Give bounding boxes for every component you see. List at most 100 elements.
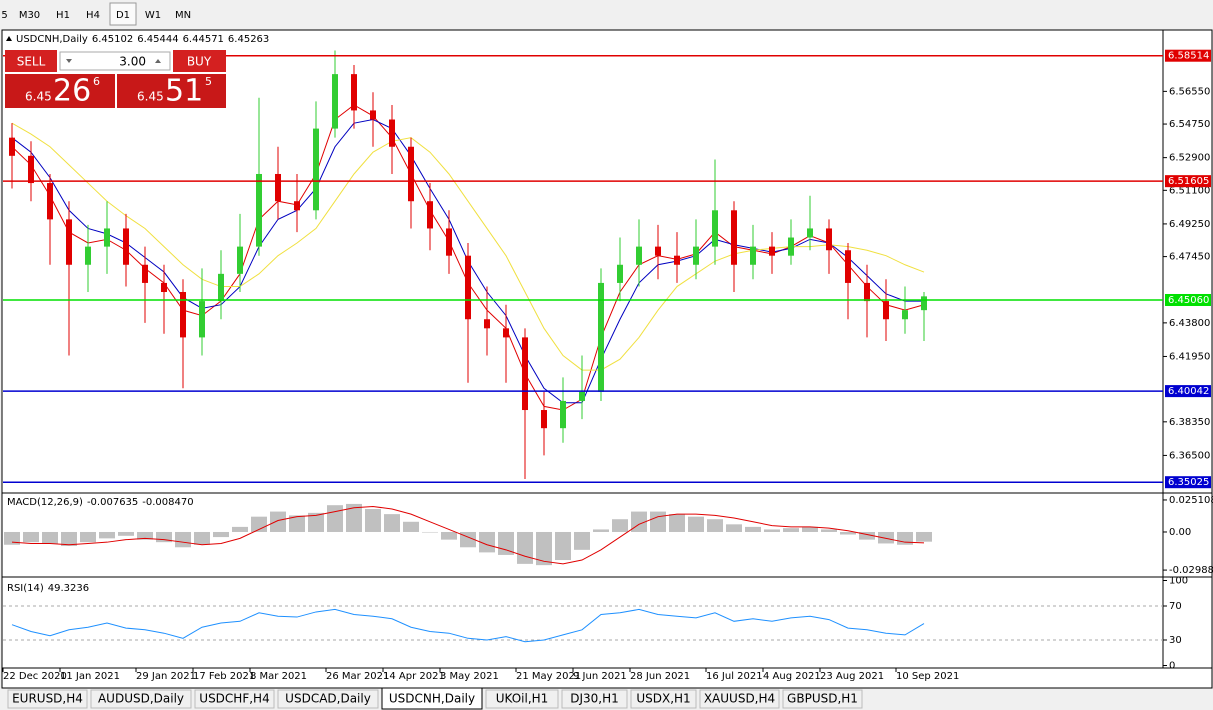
macd-bar <box>745 526 761 532</box>
candle-body <box>465 255 471 320</box>
candle-body <box>370 110 376 120</box>
symbol-tab-label: USDCNH,Daily <box>389 692 475 706</box>
candle-body <box>408 146 414 202</box>
candle-body <box>712 210 718 247</box>
macd-bar <box>574 531 590 550</box>
y-tick-label: 100 <box>1169 576 1188 587</box>
header-value: -0.007635 <box>87 497 138 508</box>
candle-body <box>769 246 775 256</box>
macd-bar <box>270 511 286 532</box>
timeframe-button[interactable] <box>13 3 46 25</box>
macd-bar <box>232 526 248 532</box>
x-tick-label: 17 Feb 2021 <box>193 671 255 682</box>
price-fraction: 5 <box>205 75 212 88</box>
y-tick-label: -0.029881 <box>1169 565 1213 576</box>
price-box <box>117 74 226 108</box>
volume-input[interactable] <box>59 51 171 71</box>
rsi-line <box>11 608 925 643</box>
candle-body <box>579 391 585 401</box>
timeframe-button[interactable] <box>109 2 137 26</box>
candle-body <box>522 337 528 411</box>
candle-body <box>47 183 53 220</box>
symbol-tab[interactable] <box>90 689 192 709</box>
price-pips: 51 <box>165 74 203 109</box>
symbol-tab-label: XAUUSD,H4 <box>704 692 775 706</box>
level-label-box <box>1165 385 1211 398</box>
symbol-tab-label: USDX,H1 <box>636 692 690 706</box>
macd-signal <box>11 505 925 565</box>
macd-bar <box>99 531 115 539</box>
symbol-tab-label: AUDUSD,Daily <box>98 692 184 706</box>
candle-body <box>484 319 490 329</box>
timeframe-label: D1 <box>116 10 130 21</box>
level-label: 6.45060 <box>1168 295 1209 306</box>
symbol-tab[interactable] <box>194 689 275 709</box>
symbol-tab[interactable] <box>7 689 88 709</box>
candle-body <box>731 210 737 265</box>
symbol-tab[interactable] <box>485 689 559 709</box>
buy-button[interactable] <box>173 50 226 72</box>
volume-value: 3.00 <box>119 55 146 69</box>
candle-body <box>66 219 72 265</box>
level-label: 6.40042 <box>1168 386 1209 397</box>
macd-bar <box>346 503 362 532</box>
symbol-tab[interactable] <box>381 687 483 710</box>
candle-body <box>123 228 129 265</box>
macd-bar <box>61 531 77 547</box>
symbol-tab-label: UKOil,H1 <box>496 692 549 706</box>
y-tick-label: 6.43800 <box>1169 318 1210 329</box>
header-value: 49.3236 <box>48 583 89 594</box>
macd-bar <box>650 511 666 532</box>
timeframe-button[interactable] <box>0 3 9 25</box>
price-big-figure: 6.45 <box>25 90 52 104</box>
sell-label: SELL <box>17 55 46 69</box>
sell-button[interactable] <box>5 50 57 72</box>
header-value: -0.008470 <box>142 497 193 508</box>
level-label-box <box>1165 476 1211 489</box>
indicator-header: RSI(14) 49.3236 <box>7 583 89 594</box>
timeframe-label: 5 <box>1 10 7 21</box>
candle-body <box>788 237 794 256</box>
timeframe-button[interactable] <box>80 3 106 25</box>
y-tick-label: 6.41950 <box>1169 351 1210 362</box>
header-title: RSI(14) <box>7 583 44 594</box>
candle-body <box>237 246 243 274</box>
spin-up[interactable] <box>155 59 161 63</box>
x-tick-label: 28 Jun 2021 <box>630 671 690 682</box>
macd-bar <box>536 531 552 566</box>
macd-bar <box>707 519 723 532</box>
symbol-tab[interactable] <box>630 689 697 709</box>
macd-bar <box>764 529 780 532</box>
x-tick-label: 29 Jan 2021 <box>136 671 196 682</box>
candle-body <box>864 282 870 302</box>
candle-body <box>541 410 547 429</box>
timeframe-label: M30 <box>19 10 40 21</box>
x-tick-label: 21 May 2021 <box>516 671 581 682</box>
symbol-tab[interactable] <box>277 689 379 709</box>
x-tick-label: 10 Sep 2021 <box>896 671 959 682</box>
symbol-tab[interactable] <box>561 689 628 709</box>
header-value: 6.45444 <box>137 34 178 45</box>
timeframe-button[interactable] <box>140 3 166 25</box>
macd-bar <box>422 531 438 533</box>
price-big-figure: 6.45 <box>137 90 164 104</box>
symbol-tab[interactable] <box>699 689 780 709</box>
candle-body <box>807 228 813 238</box>
spin-down[interactable] <box>66 59 72 63</box>
macd-bar <box>327 505 343 532</box>
timeframe-button[interactable] <box>50 3 76 25</box>
macd-bar <box>840 531 856 535</box>
header-value: 6.45102 <box>92 34 133 45</box>
macd-bar <box>308 512 324 532</box>
timeframe-label: MN <box>175 10 191 21</box>
macd-bar <box>688 516 704 532</box>
macd-bar <box>194 531 210 545</box>
candle-body <box>617 264 623 283</box>
symbol-tab[interactable] <box>782 689 863 709</box>
timeframe-button[interactable] <box>170 3 196 25</box>
candle-body <box>9 137 15 156</box>
y-tick-label: 0 <box>1169 661 1175 672</box>
timeframe-label: H4 <box>86 10 100 21</box>
x-tick-label: 9 Jun 2021 <box>573 671 627 682</box>
